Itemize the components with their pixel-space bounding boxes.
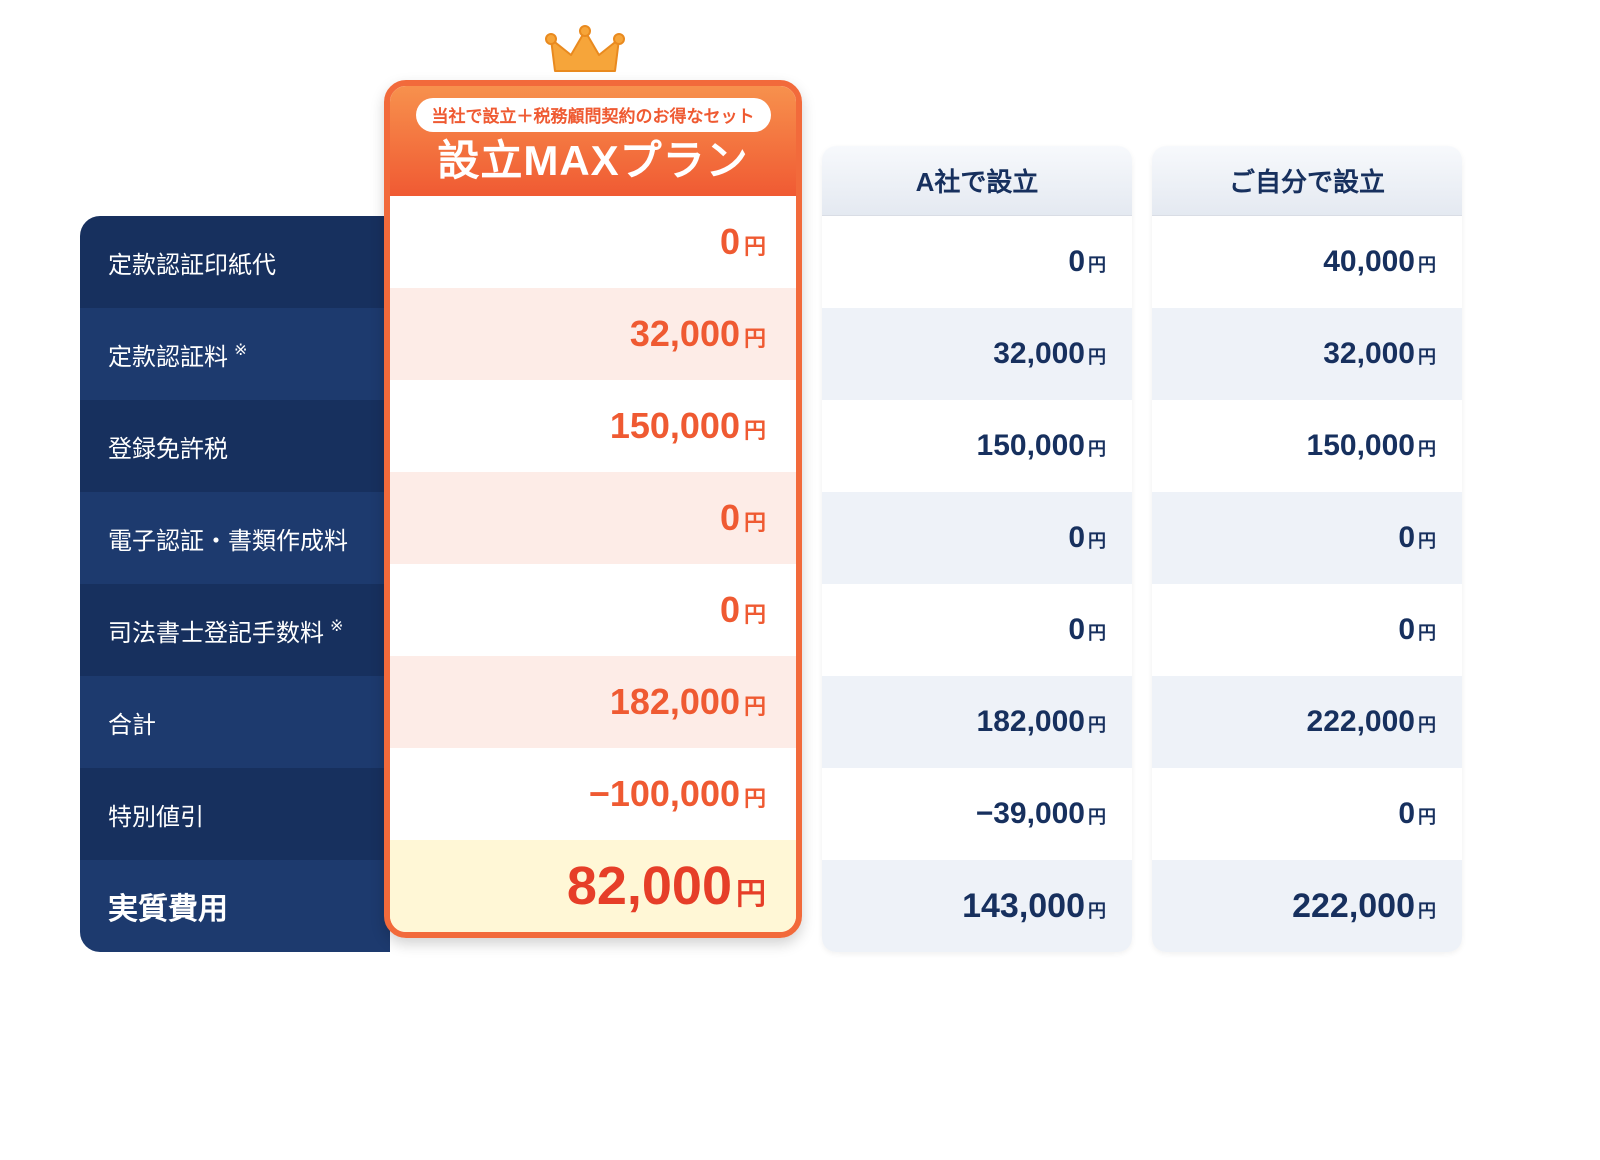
price-cell: −100,000円	[390, 748, 796, 840]
crown-icon	[545, 25, 625, 86]
price-cell: −39,000円	[822, 768, 1132, 860]
comparison-column-b: ご自分で設立 40,000円32,000円150,000円0円0円222,000…	[1152, 146, 1462, 952]
price-cell: 222,000円	[1152, 860, 1462, 952]
featured-plan-header: 当社で設立＋税務顧問契約のお得なセット 設立MAXプラン	[390, 86, 796, 196]
price-cell: 182,000円	[822, 676, 1132, 768]
price-cell: 0円	[390, 472, 796, 564]
price-cell: 150,000円	[390, 380, 796, 472]
featured-plan-title: 設立MAXプラン	[404, 138, 782, 184]
price-cell: 32,000円	[390, 288, 796, 380]
price-cell: 0円	[822, 216, 1132, 308]
price-cell: 0円	[390, 196, 796, 288]
price-cell: 82,000円	[390, 840, 796, 932]
price-cell: 0円	[822, 492, 1132, 584]
price-cell: 182,000円	[390, 656, 796, 748]
price-cell: 0円	[390, 564, 796, 656]
price-cell: 0円	[1152, 492, 1462, 584]
price-cell: 32,000円	[822, 308, 1132, 400]
featured-plan-subtitle: 当社で設立＋税務顧問契約のお得なセット	[416, 98, 771, 132]
row-label: 電子認証・書類作成料	[80, 492, 390, 584]
price-cell: 32,000円	[1152, 308, 1462, 400]
row-label: 登録免許税	[80, 400, 390, 492]
price-cell: 222,000円	[1152, 676, 1462, 768]
comparison-column-b-title: ご自分で設立	[1152, 146, 1462, 216]
comparison-column-a-title: A社で設立	[822, 146, 1132, 216]
row-label: 特別値引	[80, 768, 390, 860]
price-cell: 150,000円	[1152, 400, 1462, 492]
row-label: 定款認証印紙代	[80, 216, 390, 308]
row-label: 司法書士登記手数料※	[80, 584, 390, 676]
price-cell: 0円	[1152, 584, 1462, 676]
row-labels-column: 定款認証印紙代定款認証料※登録免許税電子認証・書類作成料司法書士登記手数料※合計…	[80, 216, 390, 952]
comparison-column-a: A社で設立 0円32,000円150,000円0円0円182,000円−39,0…	[822, 146, 1132, 952]
featured-plan-column: 当社で設立＋税務顧問契約のお得なセット 設立MAXプラン 0円32,000円15…	[384, 80, 802, 938]
price-cell: 0円	[822, 584, 1132, 676]
price-cell: 143,000円	[822, 860, 1132, 952]
row-label-total: 実質費用	[80, 860, 390, 952]
row-label: 合計	[80, 676, 390, 768]
row-label: 定款認証料※	[80, 308, 390, 400]
price-cell: 0円	[1152, 768, 1462, 860]
pricing-comparison-table: 定款認証印紙代定款認証料※登録免許税電子認証・書類作成料司法書士登記手数料※合計…	[80, 40, 1520, 952]
price-cell: 150,000円	[822, 400, 1132, 492]
price-cell: 40,000円	[1152, 216, 1462, 308]
